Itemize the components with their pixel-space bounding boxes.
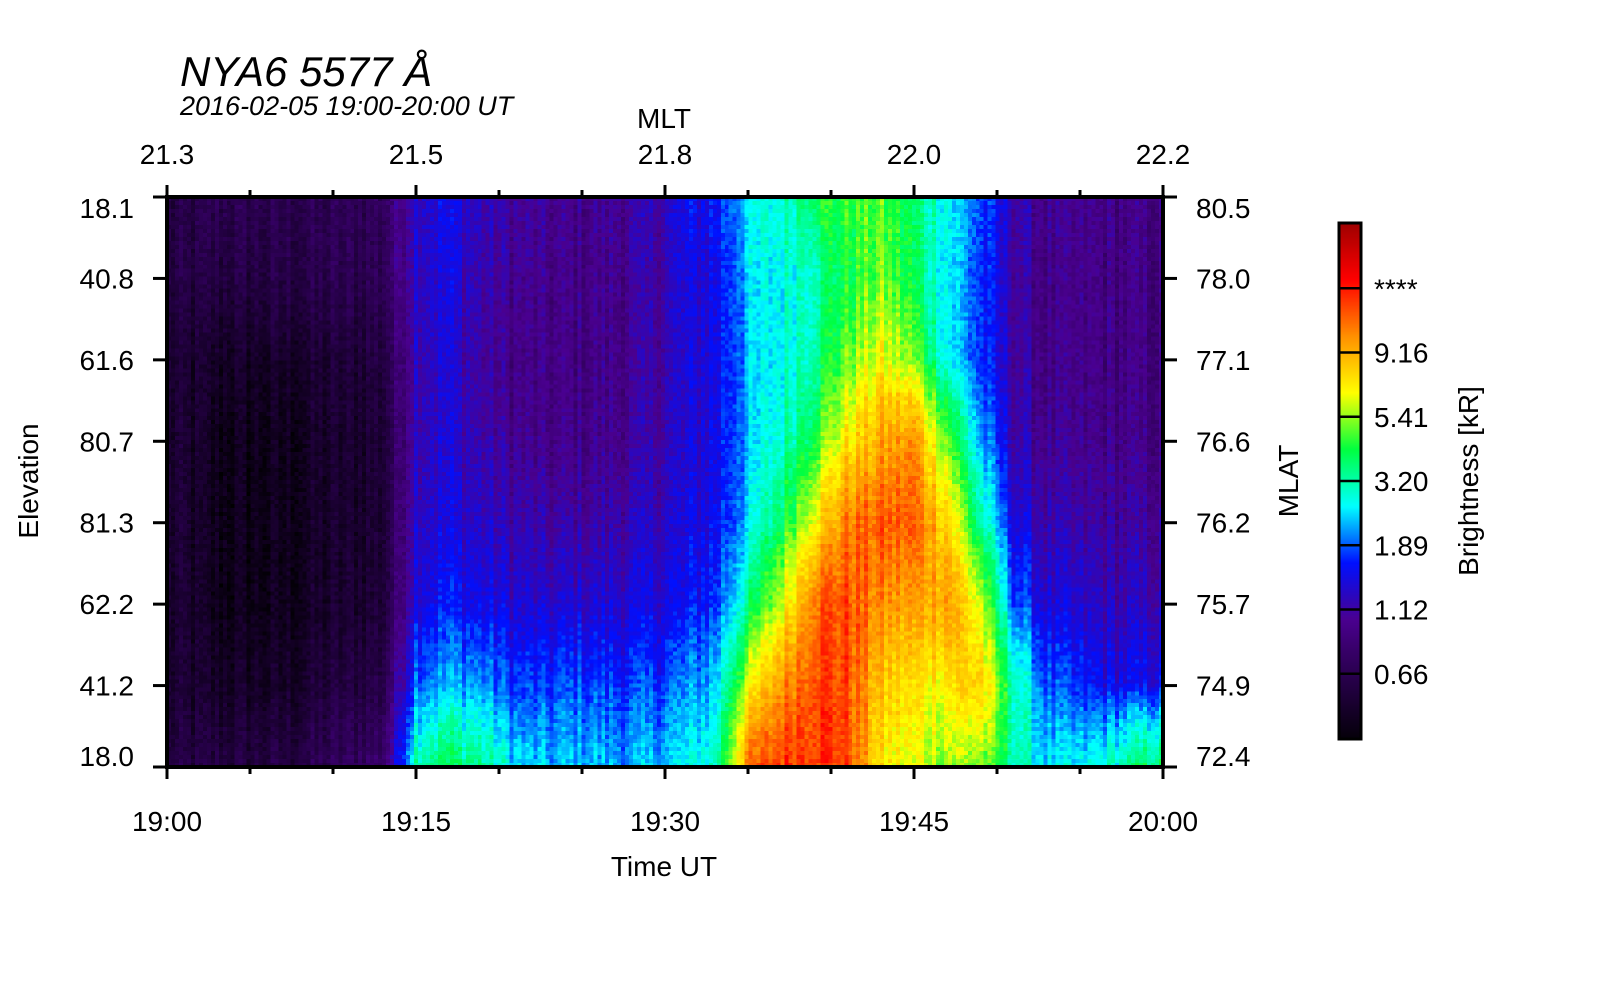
y-right-tick-label: 76.2 [1196, 508, 1251, 539]
colorbar-tick-label: 3.20 [1374, 466, 1429, 497]
x-top-tick-label: 21.8 [638, 139, 693, 170]
x-top-tick-label: 21.5 [389, 139, 444, 170]
y-tick-label: 18.1 [80, 193, 135, 224]
y-tick-label: 40.8 [80, 263, 135, 294]
y-right-tick-label: 76.6 [1196, 426, 1251, 457]
x-tick-label: 20:00 [1128, 806, 1198, 837]
y-axis-label: Elevation [13, 423, 44, 538]
x-top-tick-label: 22.0 [887, 139, 942, 170]
chart-title: NYA6 5577 Å [180, 48, 432, 95]
y-tick-label: 81.3 [80, 508, 135, 539]
x-tick-label: 19:00 [132, 806, 202, 837]
y-tick-label: 41.2 [80, 671, 135, 702]
plot-frame [165, 195, 1165, 769]
y-right-tick-label: 74.9 [1196, 671, 1251, 702]
colorbar-tick-label: 5.41 [1374, 402, 1429, 433]
x-axis-label: Time UT [611, 851, 717, 882]
keogram-heatmap [167, 197, 1163, 767]
colorbar-tick-label: 1.89 [1374, 530, 1429, 561]
colorbar-tick-label: 0.66 [1374, 659, 1429, 690]
top-axis-label: MLT [637, 103, 691, 134]
y-right-tick-label: 77.1 [1196, 345, 1251, 376]
colorbar-tick-label: 1.12 [1374, 595, 1429, 626]
y-tick-label: 61.6 [80, 345, 135, 376]
y-right-tick-label: 78.0 [1196, 263, 1251, 294]
x-top-tick-label: 21.3 [140, 139, 195, 170]
y-right-tick-label: 72.4 [1196, 741, 1251, 772]
chart-subtitle: 2016-02-05 19:00-20:00 UT [179, 91, 516, 121]
x-tick-label: 19:30 [630, 806, 700, 837]
y-tick-label: 18.0 [80, 741, 135, 772]
right-axis-label: MLAT [1273, 445, 1304, 518]
x-tick-label: 19:45 [879, 806, 949, 837]
x-tick-label: 19:15 [381, 806, 451, 837]
y-tick-label: 80.7 [80, 426, 135, 457]
colorbar-tick-label: **** [1374, 273, 1418, 304]
colorbar-label: Brightness [kR] [1453, 386, 1484, 576]
x-top-tick-label: 22.2 [1136, 139, 1191, 170]
y-tick-label: 62.2 [80, 589, 135, 620]
y-right-tick-label: 75.7 [1196, 589, 1251, 620]
colorbar-tick-label: 9.16 [1374, 338, 1429, 369]
y-right-tick-label: 80.5 [1196, 193, 1251, 224]
